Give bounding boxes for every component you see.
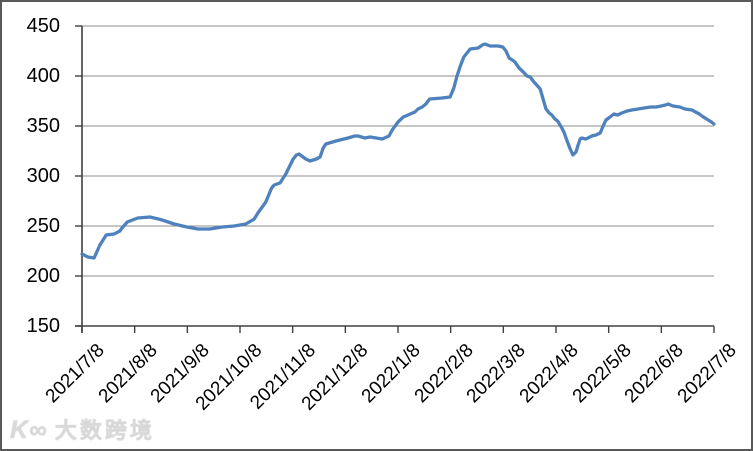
y-axis-label: 350 bbox=[26, 115, 60, 137]
y-axis-label: 300 bbox=[26, 165, 60, 187]
y-axis-label: 250 bbox=[26, 215, 60, 237]
y-axis-label: 200 bbox=[26, 265, 60, 287]
y-axis-label: 450 bbox=[26, 15, 60, 37]
price-line bbox=[80, 42, 716, 260]
watermark-logo-icon: K∞ bbox=[10, 416, 48, 444]
y-axis-label: 400 bbox=[26, 65, 60, 87]
y-axis-label: 150 bbox=[26, 315, 60, 337]
watermark: K∞ 大数跨境 bbox=[10, 413, 155, 445]
watermark-text: 大数跨境 bbox=[54, 418, 155, 443]
